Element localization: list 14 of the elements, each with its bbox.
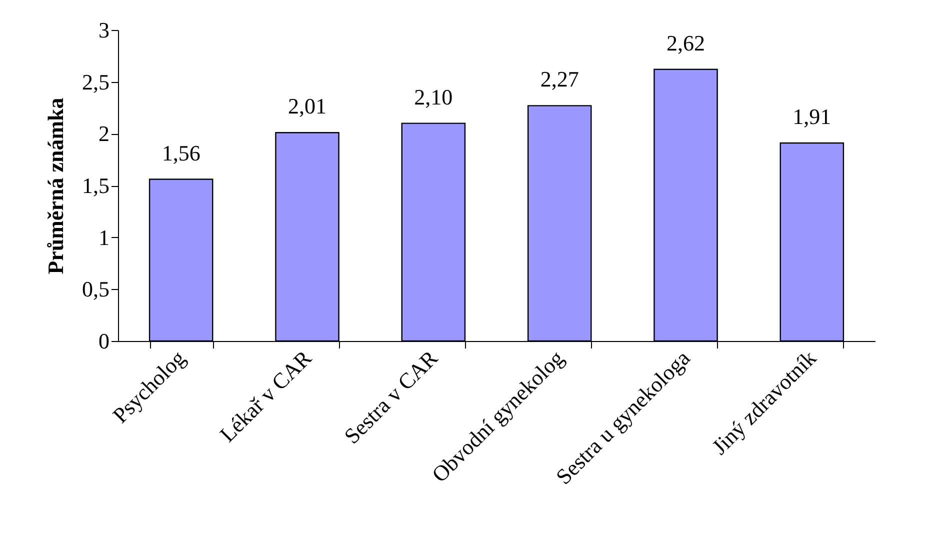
y-axis-title: Průměrná známka bbox=[43, 98, 68, 274]
y-tick-label: 0,5 bbox=[82, 276, 110, 302]
data-label: 2,27 bbox=[540, 66, 579, 92]
y-tick-label: 0 bbox=[98, 328, 110, 354]
data-label: 2,62 bbox=[666, 30, 705, 56]
data-label: 2,10 bbox=[414, 84, 453, 110]
data-label: 1,91 bbox=[792, 104, 832, 129]
y-tick-label: 1,5 bbox=[82, 173, 110, 198]
data-label: 1,56 bbox=[162, 140, 200, 166]
y-tick-label: 3 bbox=[98, 18, 110, 42]
y-tick-label: 2,5 bbox=[82, 69, 110, 94]
data-label: 2,01 bbox=[288, 94, 326, 119]
y-tick-label: 1 bbox=[98, 224, 110, 250]
y-tick-label: 2 bbox=[98, 121, 110, 146]
